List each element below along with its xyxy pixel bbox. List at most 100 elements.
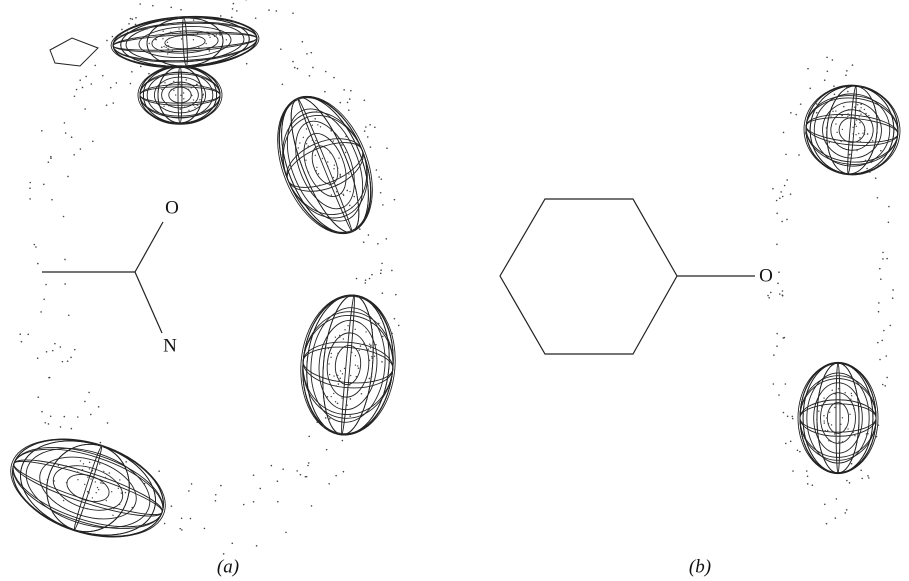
density-dot — [188, 490, 190, 492]
density-dot — [835, 435, 836, 436]
density-dot — [92, 497, 94, 499]
density-dot — [326, 449, 328, 451]
density-dot — [782, 294, 784, 296]
mesh-line — [112, 19, 258, 66]
density-dot — [824, 402, 825, 403]
mesh-line — [800, 82, 903, 178]
density-dot — [40, 311, 42, 313]
density-dot — [84, 484, 86, 486]
density-dot — [181, 529, 183, 531]
density-dot — [233, 21, 235, 23]
density-dot — [88, 392, 90, 394]
density-dot — [43, 184, 45, 186]
density-dot — [781, 221, 783, 223]
density-dot — [219, 34, 221, 36]
density-dot — [851, 463, 853, 465]
density-dot — [112, 36, 114, 38]
density-dot — [161, 89, 162, 90]
density-dot — [776, 213, 778, 215]
density-dot — [790, 112, 792, 114]
density-dot — [306, 128, 308, 130]
density-dot — [860, 107, 862, 109]
density-dot — [783, 132, 785, 134]
density-dot — [317, 124, 319, 126]
density-dot — [339, 175, 341, 177]
density-dot — [832, 59, 834, 61]
density-dot — [330, 130, 332, 132]
density-dot — [201, 50, 203, 52]
density-mesh — [798, 362, 878, 473]
density-dot — [64, 259, 66, 261]
mesh-line — [140, 85, 220, 106]
density-dot — [307, 465, 309, 467]
density-dot — [316, 166, 318, 168]
density-mesh — [800, 81, 903, 179]
density-dot — [886, 258, 888, 260]
density-dot — [46, 351, 48, 353]
density-dot — [834, 407, 835, 408]
density-dot — [348, 109, 350, 111]
density-dot — [773, 354, 775, 356]
mesh-line — [800, 404, 876, 432]
density-dot — [320, 126, 322, 128]
density-dot — [381, 361, 383, 363]
density-dot — [87, 476, 89, 478]
density-dot — [823, 420, 824, 421]
atom-label: N — [163, 335, 177, 356]
mesh-line — [296, 127, 355, 202]
density-dot — [328, 483, 330, 485]
density-dot — [391, 333, 393, 335]
density-dot — [826, 57, 828, 59]
density-dot — [835, 517, 837, 519]
density-dot — [296, 470, 298, 472]
density-dot — [253, 501, 255, 503]
density-dot — [779, 197, 781, 199]
density-dot — [858, 133, 860, 135]
density-dot — [330, 396, 332, 398]
density-dot — [298, 101, 300, 103]
density-dot — [782, 290, 784, 292]
mesh-line — [113, 29, 258, 55]
density-dot — [807, 68, 809, 70]
density-dot — [163, 106, 164, 107]
density-dot — [305, 159, 307, 161]
density-dot — [846, 87, 848, 89]
density-dot — [128, 23, 130, 25]
density-dot — [333, 393, 335, 395]
density-dot — [828, 440, 829, 441]
bond — [135, 272, 162, 333]
density-dot — [196, 84, 197, 85]
density-dot — [861, 478, 863, 480]
density-dot — [350, 90, 352, 92]
density-dot — [849, 114, 851, 116]
mesh-line — [182, 18, 189, 66]
density-dot — [323, 426, 325, 428]
density-mesh — [50, 38, 98, 66]
density-dot — [871, 161, 873, 163]
density-dot — [191, 95, 192, 96]
density-dot — [798, 154, 800, 156]
figure: O N (a) O (b) — [0, 0, 909, 581]
density-dot — [330, 194, 332, 196]
density-dot — [829, 412, 830, 413]
density-dot — [847, 91, 849, 93]
density-dot — [343, 89, 345, 91]
density-dot — [369, 378, 371, 380]
density-dot — [197, 105, 198, 106]
density-dot — [135, 17, 137, 19]
density-dot — [824, 79, 826, 81]
density-dot — [80, 148, 82, 150]
density-dot — [134, 59, 136, 61]
density-dot — [843, 106, 845, 108]
density-dot — [50, 157, 52, 159]
density-dot — [844, 392, 845, 393]
density-dot — [371, 375, 373, 377]
density-dot — [780, 191, 782, 193]
density-dot — [877, 197, 879, 199]
density-dot — [95, 469, 97, 471]
density-dot — [292, 61, 294, 63]
density-dot — [856, 119, 858, 121]
density-dot — [33, 244, 35, 246]
mesh-line — [800, 379, 876, 458]
density-dot — [299, 142, 301, 144]
